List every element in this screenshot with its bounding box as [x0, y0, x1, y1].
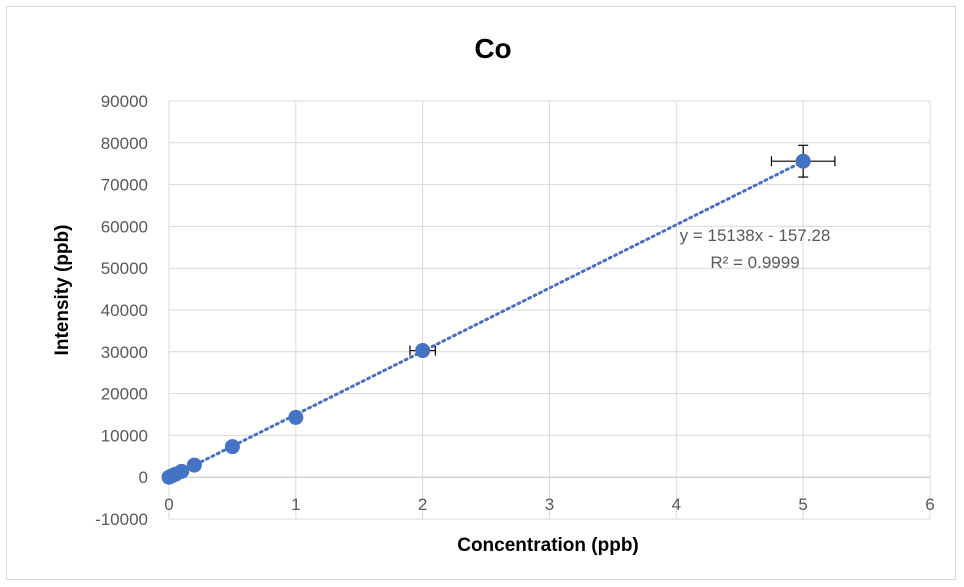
data-point [186, 457, 202, 473]
y-tick-label: 50000 [101, 259, 148, 278]
x-tick-label: 6 [925, 495, 934, 514]
y-tick-label: 70000 [101, 176, 148, 195]
data-points [161, 153, 811, 485]
trendline-path [167, 159, 805, 480]
y-tick-label: 60000 [101, 217, 148, 236]
trendline [167, 159, 805, 480]
trendline-r-squared: R² = 0.9999 [710, 253, 799, 272]
x-tick-label: 0 [164, 495, 173, 514]
y-tick-label: 30000 [101, 343, 148, 362]
x-tick-label: 4 [672, 495, 681, 514]
y-tick-label: 40000 [101, 301, 148, 320]
x-axis-tick-labels: 0 1 2 3 4 5 6 [164, 495, 934, 514]
y-tick-label: 20000 [101, 385, 148, 404]
y-tick-label: 90000 [101, 92, 148, 111]
chart-title: Co [474, 33, 511, 64]
data-point [288, 409, 304, 425]
data-point [224, 439, 240, 455]
data-point [795, 153, 811, 169]
x-axis-label: Concentration (ppb) [457, 535, 639, 556]
y-tick-label: 0 [139, 468, 148, 487]
y-axis-label: Intensity (ppb) [52, 225, 73, 356]
x-tick-label: 3 [545, 495, 554, 514]
gridlines [168, 100, 931, 520]
x-tick-label: 2 [418, 495, 427, 514]
data-point [174, 463, 190, 479]
y-tick-label: 80000 [101, 134, 148, 153]
x-tick-label: 1 [291, 495, 300, 514]
y-tick-label: -10000 [95, 510, 148, 529]
x-tick-label: 5 [798, 495, 807, 514]
y-axis-tick-labels: -10000 0 10000 20000 30000 40000 50000 60000 700… [95, 92, 148, 529]
data-point [415, 343, 431, 359]
y-tick-label: 10000 [101, 426, 148, 445]
chart-area [6, 6, 956, 580]
trendline-equation: y = 15138x - 157.28 [680, 226, 831, 245]
